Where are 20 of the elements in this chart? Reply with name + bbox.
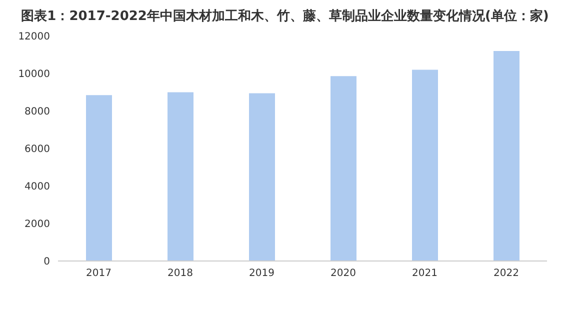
x-tick-label: 2021: [412, 268, 438, 280]
y-tick-label: 0: [44, 256, 50, 268]
bar: [330, 76, 356, 261]
bar: [86, 95, 112, 261]
y-tick-label: 2000: [24, 219, 50, 230]
x-tick-label: 2018: [168, 268, 193, 280]
x-tick-label: 2020: [330, 268, 356, 280]
x-tick-label: 2022: [494, 268, 519, 280]
x-tick-label: 2019: [249, 268, 274, 280]
bar: [168, 92, 194, 261]
y-tick-label: 6000: [24, 144, 50, 156]
bar: [249, 93, 275, 261]
y-tick-label: 12000: [18, 32, 50, 43]
y-tick-label: 4000: [24, 182, 50, 193]
x-tick-label: 2017: [86, 268, 112, 280]
bar: [412, 70, 438, 261]
y-tick-label: 10000: [18, 69, 50, 80]
y-tick-label: 8000: [24, 106, 50, 118]
chart-title: 图表1：2017-2022年中国木材加工和木、竹、藤、草制品业企业数量变化情况(单位：家): [20, 8, 550, 26]
bar: [494, 51, 520, 261]
